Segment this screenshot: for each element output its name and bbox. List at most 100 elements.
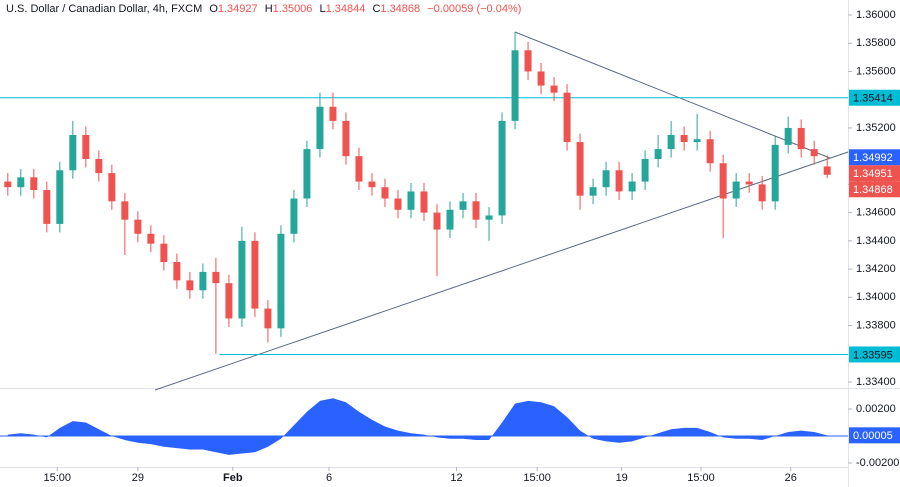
- y-tick-label: 1.34600: [856, 207, 896, 219]
- y-tick-label: 1.34000: [856, 291, 896, 303]
- candle-body: [602, 170, 610, 188]
- open: 1.34927: [218, 3, 258, 15]
- high-label: H: [265, 3, 273, 15]
- symbol: U.S. Dollar / Canadian Dollar, 4h, FXCM: [6, 3, 202, 15]
- price-label: 1.34992: [853, 152, 893, 164]
- candle-body: [550, 85, 558, 93]
- candle-body: [745, 181, 753, 185]
- close: 1.34868: [380, 3, 420, 15]
- candle-body: [784, 127, 792, 145]
- y-tick-label: 0.00200: [856, 403, 896, 415]
- candle-body: [251, 240, 259, 309]
- candle-body: [56, 170, 64, 224]
- open-label: O: [209, 3, 218, 15]
- price-label-box: [849, 181, 900, 198]
- candle-body: [706, 139, 714, 164]
- candle-body: [641, 158, 649, 182]
- candle-body: [30, 177, 38, 191]
- low: 1.34844: [326, 3, 366, 15]
- candle-body: [381, 187, 389, 199]
- x-tick-label: 15:00: [43, 472, 71, 484]
- candle-body: [823, 166, 831, 175]
- oscillator-area: [7, 398, 828, 455]
- candle-body: [589, 187, 597, 196]
- candle-body: [4, 181, 12, 188]
- trend-line: [514, 31, 831, 159]
- candle-body: [121, 201, 129, 220]
- candle-body: [693, 139, 701, 143]
- y-tick-label: 1.35800: [856, 37, 896, 49]
- x-tick-label: 29: [132, 472, 144, 484]
- candle-body: [225, 283, 233, 319]
- candle-body: [290, 198, 298, 234]
- x-tick-label: 15:00: [523, 472, 551, 484]
- candle-body: [264, 308, 272, 329]
- candle-body: [771, 144, 779, 202]
- candle-body: [667, 134, 675, 150]
- candle-body: [95, 158, 103, 174]
- candle-body: [433, 212, 441, 230]
- x-tick-label: Feb: [223, 472, 243, 484]
- x-tick-label: 26: [785, 472, 797, 484]
- y-tick-label: 1.34400: [856, 235, 896, 247]
- candle-body: [680, 134, 688, 143]
- candle-body: [810, 149, 818, 157]
- candle-body: [108, 173, 116, 202]
- candle-body: [758, 184, 766, 202]
- candle-body: [524, 50, 532, 72]
- candle-body: [628, 181, 636, 192]
- candle-body: [212, 271, 220, 284]
- close-label: C: [372, 3, 380, 15]
- x-tick-label: 15:00: [687, 472, 715, 484]
- candle-body: [342, 120, 350, 157]
- candle-body: [472, 201, 480, 220]
- candle-body: [407, 191, 415, 210]
- candle-body: [277, 233, 285, 329]
- x-tick-label: 19: [616, 472, 628, 484]
- header: U.S. Dollar / Canadian Dollar, 4h, FXCM …: [6, 3, 521, 15]
- y-tick-label: 1.35200: [856, 122, 896, 134]
- level-label-box: [849, 89, 900, 106]
- candle-body: [420, 191, 428, 213]
- x-tick-label: 6: [326, 472, 332, 484]
- candle-body: [394, 198, 402, 210]
- candle-body: [368, 181, 376, 188]
- candle-body: [654, 149, 662, 159]
- candle-body: [316, 106, 324, 150]
- candle-body: [69, 134, 77, 171]
- candle-body: [797, 127, 805, 150]
- level-label: 1.35414: [853, 93, 893, 105]
- candle-body: [498, 120, 506, 216]
- candle-body: [537, 71, 545, 86]
- price-label: 1.34868: [853, 184, 893, 196]
- candle-body: [511, 50, 519, 121]
- candle-body: [615, 170, 623, 192]
- y-tick-label: 1.35600: [856, 65, 896, 77]
- low-label: L: [319, 3, 325, 15]
- candle-body: [563, 92, 571, 143]
- price-label-box: [849, 149, 900, 166]
- candle-body: [329, 106, 337, 121]
- candle-body: [238, 240, 246, 319]
- candle-body: [43, 190, 51, 224]
- change: −0.00059 (−0.04%): [427, 3, 521, 15]
- y-tick-label: 1.36000: [856, 9, 896, 21]
- candle-body: [199, 271, 207, 291]
- candle-body: [459, 201, 467, 210]
- trend-line: [154, 151, 849, 391]
- level-label: 1.33595: [853, 349, 893, 361]
- candle-body: [732, 181, 740, 199]
- y-tick-label: 1.33800: [856, 319, 896, 331]
- candle-body: [173, 262, 181, 281]
- x-tick-label: 12: [450, 472, 462, 484]
- candle-body: [446, 209, 454, 230]
- candle-body: [485, 215, 493, 220]
- candle-body: [355, 156, 363, 182]
- high: 1.35006: [273, 3, 313, 15]
- y-tick-label: 1.34200: [856, 263, 896, 275]
- candle-body: [303, 149, 311, 199]
- candle-body: [576, 142, 584, 196]
- candle-body: [160, 243, 168, 263]
